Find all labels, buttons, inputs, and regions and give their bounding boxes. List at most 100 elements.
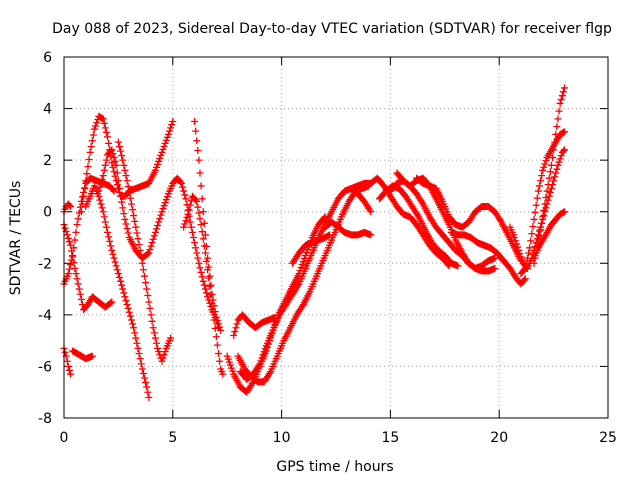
data-point [515, 246, 523, 254]
data-point [296, 267, 304, 275]
data-point [531, 208, 539, 216]
data-point [115, 273, 123, 281]
data-point [167, 124, 175, 132]
data-point [117, 192, 125, 200]
data-point [217, 326, 225, 334]
data-point [225, 358, 233, 366]
data-point [197, 268, 205, 276]
y-tick-label: 2 [43, 153, 52, 169]
data-point [207, 281, 215, 289]
data-point [63, 231, 71, 239]
series-pass-m [234, 182, 373, 386]
data-point [63, 357, 71, 365]
data-point [88, 352, 96, 360]
data-point [518, 256, 526, 264]
data-point [161, 199, 169, 207]
data-point [182, 195, 190, 203]
data-point [141, 374, 149, 382]
data-point [104, 228, 112, 236]
axis-tick-labels: 0 5 10 15 20 25 -8 -6 -4 -2 0 2 4 6 [38, 50, 617, 446]
data-point [134, 344, 142, 352]
data-point [122, 172, 130, 180]
data-point [203, 289, 211, 297]
data-point [72, 228, 80, 236]
data-point [537, 226, 545, 234]
data-point [164, 130, 172, 138]
x-tick-label: 15 [381, 430, 399, 446]
data-point [454, 262, 462, 270]
data-point [121, 293, 129, 301]
series-pass-n [230, 311, 279, 339]
data-point [510, 234, 518, 241]
data-point [193, 137, 201, 145]
data-point [541, 208, 549, 216]
data-point [184, 210, 192, 218]
data-point [107, 242, 115, 250]
data-point [552, 130, 560, 138]
data-point [194, 146, 202, 154]
data-point [159, 205, 167, 213]
data-point [527, 237, 535, 245]
data-point [197, 182, 205, 190]
data-point [100, 166, 108, 174]
data-point [223, 352, 231, 360]
data-point [556, 155, 564, 163]
data-point [213, 317, 221, 325]
data-point [541, 160, 549, 168]
data-point [110, 187, 118, 195]
series-pass-a [60, 221, 116, 314]
data-point [102, 223, 110, 231]
data-point [192, 127, 200, 135]
data-point [196, 215, 204, 223]
data-point [538, 172, 546, 180]
data-point [118, 152, 126, 160]
data-point [151, 166, 159, 174]
data-point [258, 354, 266, 362]
data-point [192, 244, 200, 252]
data-point [162, 136, 170, 144]
data-point [154, 344, 162, 352]
data-point [210, 302, 218, 310]
data-point [491, 264, 499, 272]
data-point [300, 255, 308, 263]
data-point [532, 201, 540, 209]
series-pass-l [223, 185, 375, 396]
data-point [67, 370, 75, 378]
series-pass-k [191, 117, 225, 334]
data-point [112, 262, 120, 270]
data-point [76, 290, 84, 298]
data-point [127, 316, 135, 324]
data-point [557, 152, 565, 160]
data-point [120, 210, 128, 218]
data-point [230, 331, 238, 339]
series-pass-aa [530, 208, 568, 262]
data-point [136, 246, 144, 254]
data-point [110, 168, 118, 176]
x-axis-label: GPS time / hours [276, 459, 393, 475]
data-point [149, 324, 157, 332]
data-point [96, 196, 104, 204]
data-point [127, 200, 135, 208]
data-point [143, 285, 151, 293]
y-tick-label: 4 [43, 102, 52, 118]
data-point [198, 228, 206, 236]
data-point [132, 223, 140, 231]
data-point [105, 233, 113, 241]
data-point [528, 230, 536, 238]
data-point [115, 143, 123, 151]
data-point [178, 179, 186, 187]
data-point [158, 208, 166, 216]
data-point [546, 188, 554, 196]
data-point [559, 88, 567, 96]
data-point [112, 161, 120, 169]
data-point [491, 254, 499, 262]
data-point [131, 217, 139, 225]
data-point [162, 196, 170, 204]
data-point [97, 200, 105, 208]
data-point [321, 213, 329, 221]
data-point [146, 246, 154, 254]
data-point [560, 128, 568, 136]
data-point [176, 178, 184, 186]
data-point [535, 182, 543, 190]
data-point [200, 281, 208, 289]
